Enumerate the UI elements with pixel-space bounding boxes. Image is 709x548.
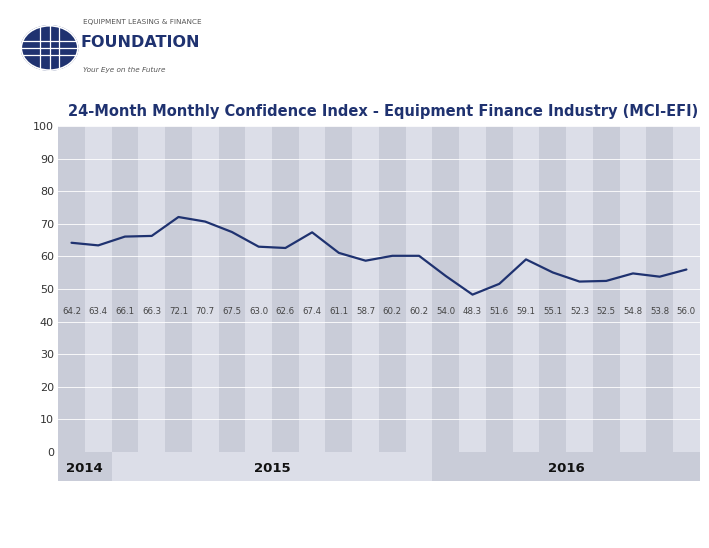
Bar — [58, 126, 85, 452]
Text: 58.7: 58.7 — [356, 307, 375, 316]
Text: 67.4: 67.4 — [303, 307, 322, 316]
Bar — [111, 126, 138, 452]
Bar — [352, 126, 379, 452]
Bar — [325, 126, 352, 452]
Text: 55.1: 55.1 — [543, 307, 562, 316]
Bar — [432, 452, 700, 481]
Text: 62.6: 62.6 — [276, 307, 295, 316]
Text: 51.6: 51.6 — [490, 307, 509, 316]
Bar — [459, 126, 486, 452]
Bar — [486, 126, 513, 452]
Text: 67.5: 67.5 — [223, 307, 242, 316]
Text: FOUNDATION: FOUNDATION — [81, 35, 200, 50]
Text: 70.7: 70.7 — [196, 307, 215, 316]
Bar — [272, 126, 298, 452]
Bar — [85, 126, 111, 452]
Text: 48.3: 48.3 — [463, 307, 482, 316]
Text: 52.5: 52.5 — [597, 307, 616, 316]
Text: 60.2: 60.2 — [410, 307, 429, 316]
Text: 53.8: 53.8 — [650, 307, 669, 316]
Text: 2014: 2014 — [67, 462, 104, 475]
Text: 66.1: 66.1 — [116, 307, 135, 316]
Bar — [673, 126, 700, 452]
Bar — [192, 126, 218, 452]
Text: 59.1: 59.1 — [516, 307, 535, 316]
Bar — [58, 452, 111, 481]
Text: 2016: 2016 — [548, 462, 584, 475]
Bar — [298, 126, 325, 452]
Bar — [620, 126, 647, 452]
Bar — [540, 126, 566, 452]
Bar — [432, 126, 459, 452]
Text: 56.0: 56.0 — [677, 307, 696, 316]
Bar — [245, 126, 272, 452]
Bar — [513, 126, 540, 452]
Text: Your Eye on the Future: Your Eye on the Future — [83, 67, 166, 73]
Bar — [218, 126, 245, 452]
Text: EQUIPMENT LEASING & FINANCE: EQUIPMENT LEASING & FINANCE — [83, 19, 202, 25]
Bar — [138, 126, 165, 452]
Text: 66.3: 66.3 — [142, 307, 161, 316]
Text: 72.1: 72.1 — [169, 307, 188, 316]
Bar — [165, 126, 192, 452]
Text: 2015: 2015 — [254, 462, 290, 475]
Bar — [647, 126, 673, 452]
Text: 61.1: 61.1 — [329, 307, 348, 316]
Text: 63.4: 63.4 — [89, 307, 108, 316]
Bar — [566, 126, 593, 452]
Text: 60.2: 60.2 — [383, 307, 402, 316]
Text: 52.3: 52.3 — [570, 307, 589, 316]
Bar — [593, 126, 620, 452]
Text: 24-Month Monthly Confidence Index - Equipment Finance Industry (MCI-EFI): 24-Month Monthly Confidence Index - Equi… — [68, 105, 698, 119]
Text: 54.8: 54.8 — [623, 307, 642, 316]
Bar — [379, 126, 406, 452]
Bar — [111, 452, 432, 481]
Text: 63.0: 63.0 — [249, 307, 268, 316]
Text: 54.0: 54.0 — [436, 307, 455, 316]
Circle shape — [21, 26, 78, 70]
Bar — [406, 126, 432, 452]
Text: 64.2: 64.2 — [62, 307, 81, 316]
